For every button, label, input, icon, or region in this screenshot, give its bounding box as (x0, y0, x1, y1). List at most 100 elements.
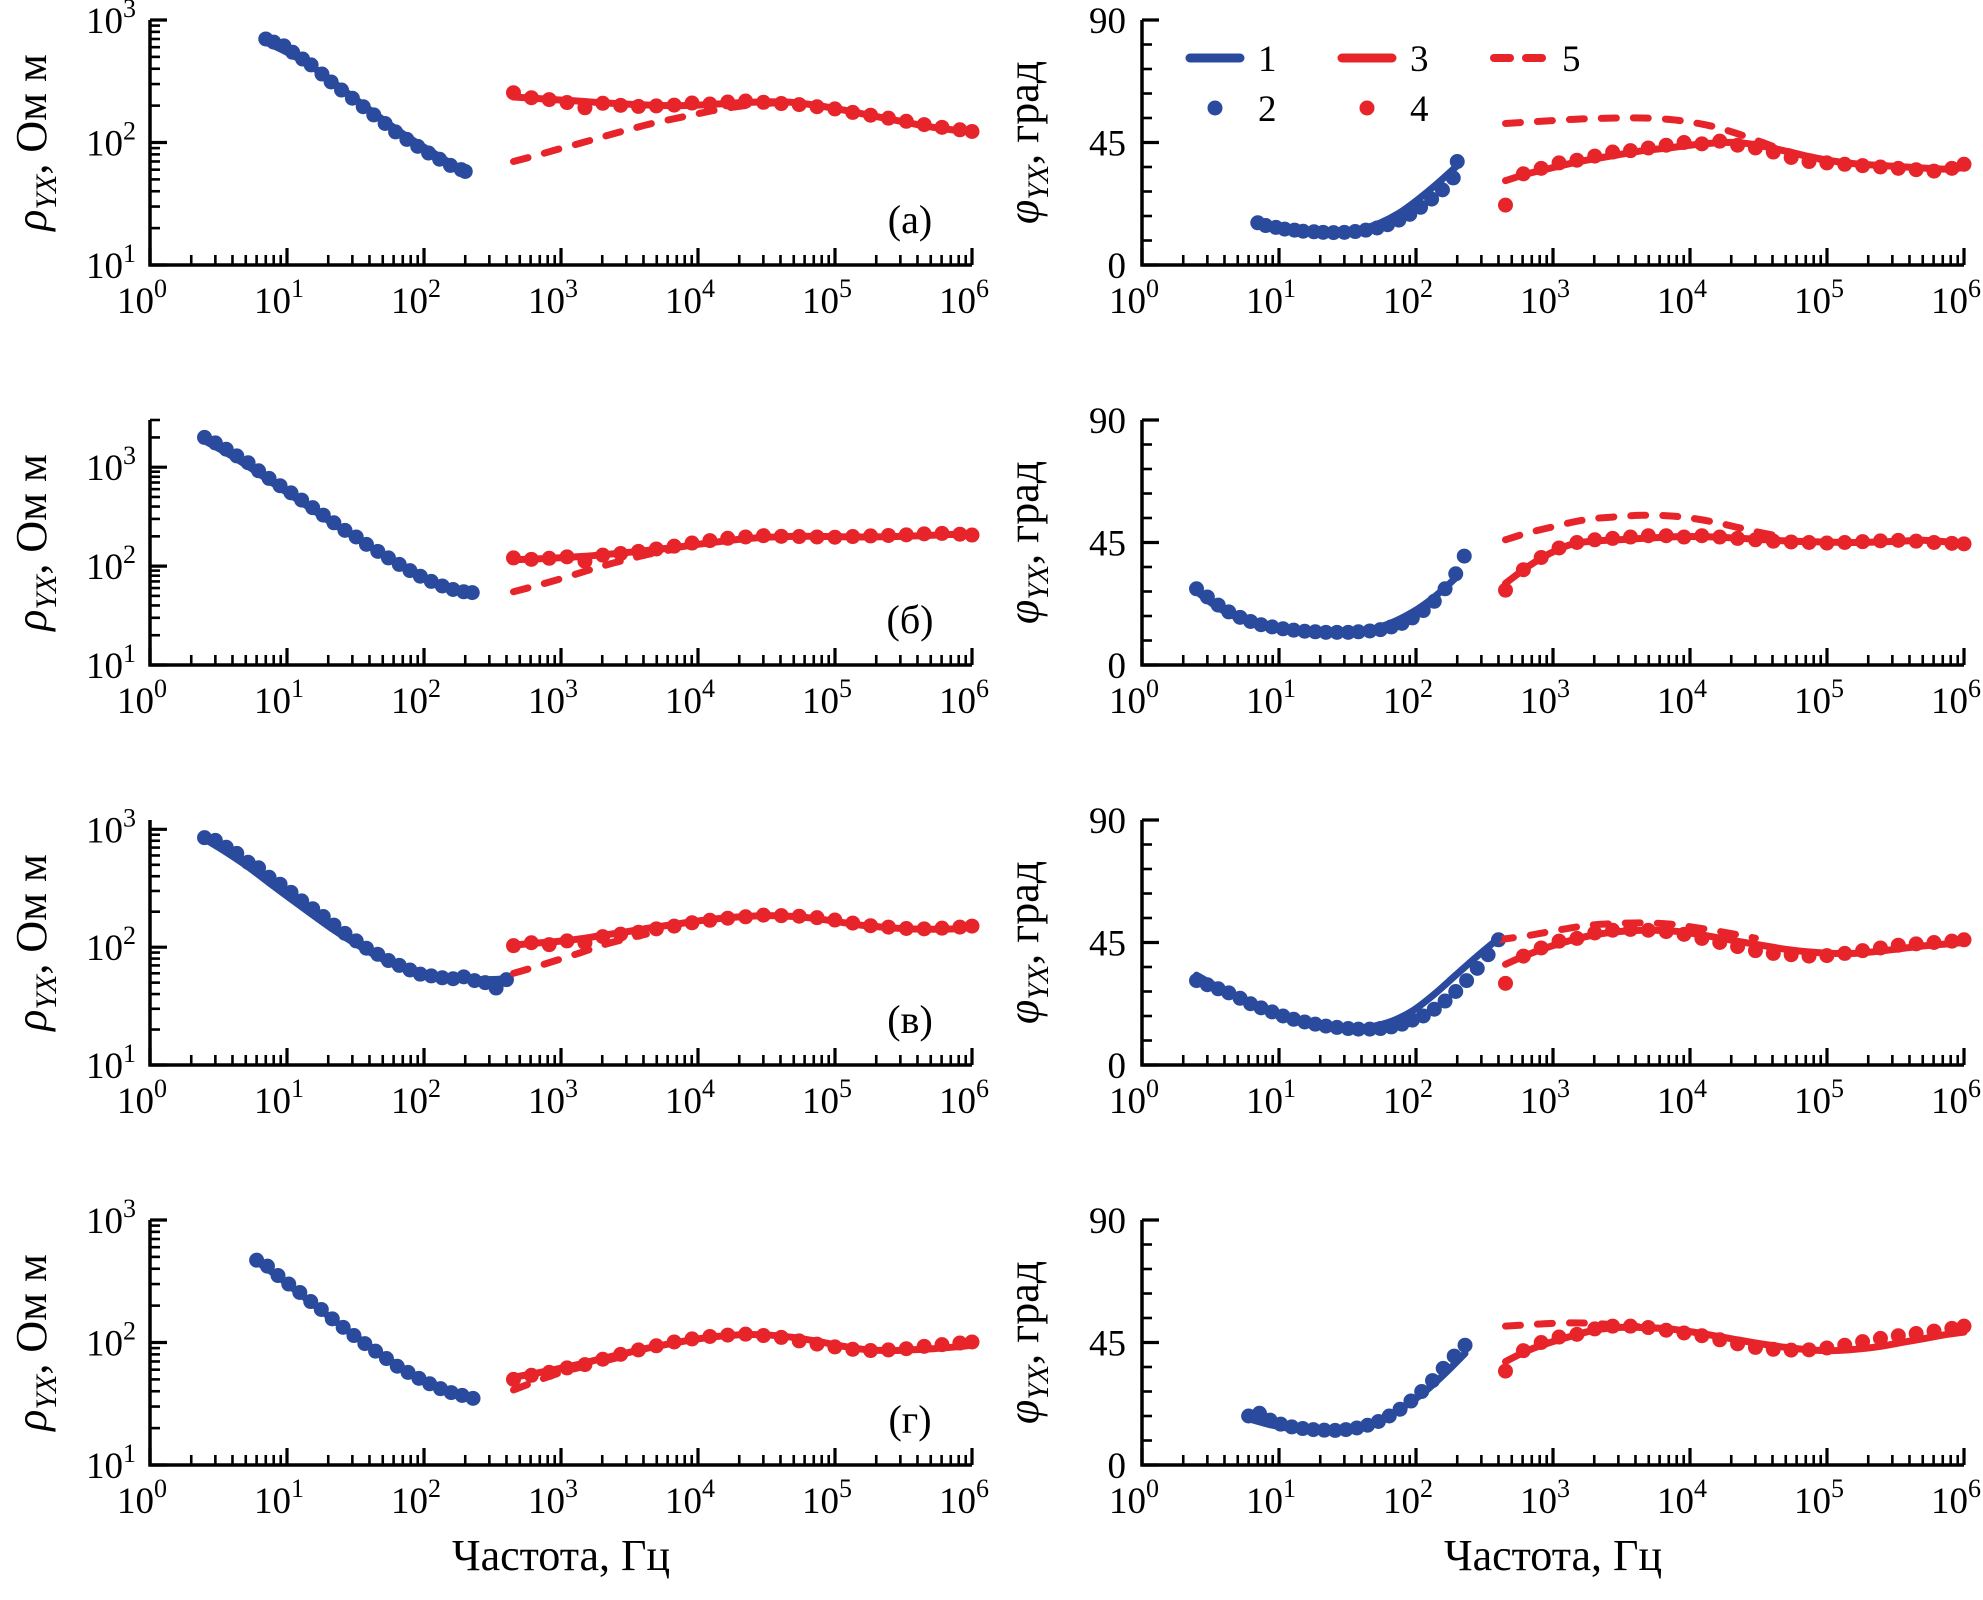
tick-label: 103 (1520, 674, 1570, 722)
series-3-solid (1501, 926, 1968, 968)
tick-label: 105 (1794, 1074, 1844, 1122)
series-5-dashed (1501, 511, 1790, 544)
tick-label: 104 (1657, 674, 1707, 722)
tick-label: 104 (1657, 274, 1707, 322)
tick-label: 100 (1109, 274, 1159, 322)
tick-label: 103 (86, 441, 136, 489)
tick-label: 101 (86, 1439, 136, 1487)
series-4-dots (505, 85, 980, 139)
tick-label: 103 (1520, 1474, 1570, 1522)
x-ticks (148, 1448, 974, 1465)
tick-label: 100 (1109, 1474, 1159, 1522)
tick-label: 106 (939, 674, 989, 722)
tick-label: 106 (939, 1074, 989, 1122)
tick-label: 102 (391, 1074, 441, 1122)
tick-label: 101 (86, 239, 136, 287)
tick-label: 103 (86, 0, 136, 42)
y-axis-title-phi: φYX, град (999, 861, 1055, 1024)
tick-label: 101 (1246, 674, 1296, 722)
legend: 1 3 5 2 4 (1185, 39, 1581, 130)
series-5-dashed (509, 930, 650, 977)
y-axis-title-phi: φYX, град (999, 61, 1055, 224)
panel-tag: (г) (888, 1397, 931, 1442)
series-2-dots (1189, 932, 1506, 1037)
tick-label: 103 (528, 274, 578, 322)
y-ticks (1142, 1218, 1159, 1467)
x-ticks (148, 1048, 974, 1065)
legend-label-1: 1 (1258, 39, 1277, 80)
tick-label: 103 (1520, 274, 1570, 322)
tick-label: 102 (1383, 1074, 1433, 1122)
x-ticks (148, 248, 974, 265)
tick-label: 101 (86, 1039, 136, 1087)
y-axis-title-rho: ρYX, Ом м (7, 454, 63, 633)
tick-label: 101 (254, 674, 304, 722)
legend-label-5: 5 (1562, 39, 1581, 80)
tick-label: 104 (665, 274, 715, 322)
tick-label: 106 (1931, 674, 1981, 722)
tick-label: 104 (1657, 1074, 1707, 1122)
tick-label: 101 (254, 274, 304, 322)
panel-tag: (б) (887, 597, 934, 642)
tick-label: 102 (86, 1317, 136, 1365)
x-ticks (1140, 648, 1966, 665)
y-ticks (1142, 18, 1159, 267)
tick-label: 101 (1246, 274, 1296, 322)
tick-label: 102 (391, 674, 441, 722)
series-1-solid (1245, 1349, 1469, 1435)
tick-label: 100 (1109, 674, 1159, 722)
chart-v-phi: 100 101 102 103 104 105 106 0 45 90 φYX, град (999, 801, 1981, 1122)
tick-label: 104 (665, 1474, 715, 1522)
tick-label: 104 (665, 1074, 715, 1122)
y-axis-title-rho: ρYX, Ом м (7, 1254, 63, 1433)
tick-label: 101 (1246, 1474, 1296, 1522)
legend-swatch-dot-4 (1359, 100, 1375, 116)
chart-b-phi: 100 101 102 103 104 105 106 0 45 90 φYX, град (999, 401, 1981, 722)
y-ticks (150, 827, 167, 1067)
series-2-dots (197, 429, 480, 601)
tick-label: 100 (117, 1074, 167, 1122)
tick-label: 103 (528, 1474, 578, 1522)
y-axis-title-phi: φYX, град (999, 461, 1055, 624)
series-5-dashed (509, 546, 676, 596)
series-3-solid (509, 93, 976, 136)
series-2-dots (249, 1252, 481, 1406)
y-axis-title-phi: φYX, град (999, 1261, 1055, 1424)
tick-label: 105 (1794, 674, 1844, 722)
tick-label: 101 (86, 639, 136, 687)
tick-label: 105 (802, 674, 852, 722)
tick-label: 105 (1794, 1474, 1844, 1522)
tick-label: 90 (1089, 1, 1126, 42)
tick-label: 106 (1931, 1074, 1981, 1122)
series-1-solid (253, 1257, 478, 1401)
series-1-solid (1193, 574, 1460, 637)
tick-label: 45 (1089, 1324, 1126, 1365)
tick-label: 106 (1931, 1474, 1981, 1522)
y-ticks (150, 18, 167, 267)
tick-label: 90 (1089, 401, 1126, 442)
legend-label-3: 3 (1410, 39, 1429, 80)
tick-label: 101 (1246, 1074, 1296, 1122)
tick-label: 100 (117, 274, 167, 322)
series-3-solid (1501, 1323, 1968, 1366)
tick-label: 100 (1109, 1074, 1159, 1122)
x-ticks (1140, 1048, 1966, 1065)
series-3-solid (1501, 138, 1968, 185)
tick-label: 102 (86, 921, 136, 969)
series-1-solid (1254, 162, 1461, 237)
tick-label: 103 (528, 1074, 578, 1122)
tick-label: 101 (254, 1474, 304, 1522)
legend-swatch-dot-2 (1207, 100, 1223, 116)
tick-label: 105 (1794, 274, 1844, 322)
series-3-solid (509, 530, 976, 564)
tick-label: 102 (391, 274, 441, 322)
tick-label: 103 (1520, 1074, 1570, 1122)
y-axis-title-rho: ρYX, Ом м (7, 54, 63, 233)
tick-label: 106 (939, 1474, 989, 1522)
series-4-dots (505, 525, 980, 569)
series-1-solid (1193, 934, 1502, 1032)
tick-label: 45 (1089, 924, 1126, 965)
tick-label: 105 (802, 274, 852, 322)
